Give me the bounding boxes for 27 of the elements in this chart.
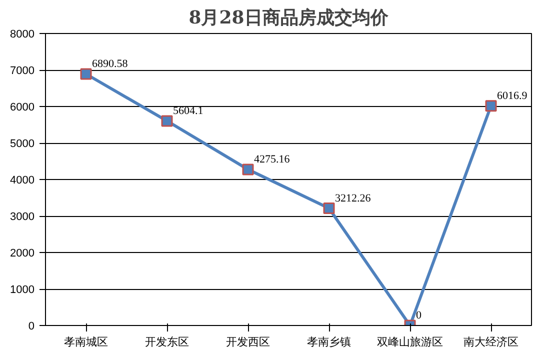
x-tick-label: 孝南城区 bbox=[64, 336, 108, 348]
x-tick-label: 南大经济区 bbox=[464, 336, 518, 348]
y-tick-label: 2000 bbox=[10, 248, 35, 260]
y-tick-label: 6000 bbox=[10, 102, 35, 114]
y-tick-label: 8000 bbox=[10, 28, 35, 40]
data-label: 3212.26 bbox=[335, 192, 372, 204]
data-label: 5604.1 bbox=[173, 104, 204, 117]
point bbox=[485, 100, 497, 112]
point bbox=[80, 68, 92, 80]
data-label: 0 bbox=[416, 310, 422, 322]
data-label: 6016.9 bbox=[497, 90, 528, 102]
x-tick-label: 开发东区 bbox=[145, 336, 189, 348]
x-tick-label: 孝南乡镇 bbox=[307, 336, 351, 348]
point bbox=[161, 115, 173, 127]
y-tick-label: 4000 bbox=[10, 174, 35, 186]
point bbox=[323, 202, 335, 214]
y-tick-label: 3000 bbox=[10, 211, 35, 223]
data-label: 4275.16 bbox=[254, 153, 290, 166]
point bbox=[242, 164, 254, 176]
y-tick-label: 1000 bbox=[10, 284, 35, 296]
x-tick-label: 开发西区 bbox=[226, 336, 270, 348]
y-tick-label: 5000 bbox=[10, 138, 35, 150]
data-label: 6890.58 bbox=[92, 58, 128, 70]
y-tick-label: 0 bbox=[28, 320, 35, 332]
y-tick-label: 7000 bbox=[10, 65, 35, 77]
x-tick-label: 双峰山旅游区 bbox=[377, 336, 443, 348]
chart-title: 8月28日商品房成交均价 bbox=[188, 8, 390, 28]
